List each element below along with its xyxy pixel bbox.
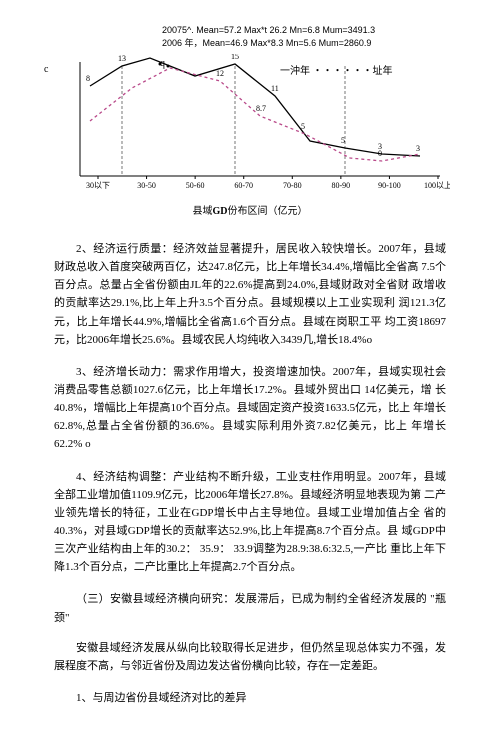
svg-text:5: 5 <box>341 136 345 145</box>
svg-text:5: 5 <box>301 122 305 131</box>
svg-text:15: 15 <box>146 54 154 55</box>
y-axis-label: c <box>44 64 48 75</box>
svg-text:30以下: 30以下 <box>86 181 110 190</box>
document-body: 2、经济运行质量：经济效益显著提升，居民收入较快增长。2007年，县域 财政总收… <box>54 240 446 707</box>
svg-text:0: 0 <box>378 149 382 158</box>
caption-prefix: 县域 <box>193 206 213 217</box>
paragraph-3: 3、经济增长动力：需求作用增大，投资增速加快。2007年，县域实现社会 消费品零… <box>54 363 446 454</box>
paragraph-6: 1、与周边省份县域经济对比的差异 <box>54 689 446 707</box>
svg-text:60-70: 60-70 <box>234 181 253 190</box>
chart-caption: 县域GD份布区间（亿元） <box>0 202 500 217</box>
svg-text:70-80: 70-80 <box>283 181 302 190</box>
svg-text:30-50: 30-50 <box>137 181 156 190</box>
caption-suffix: 份布区间（亿元） <box>228 206 308 217</box>
svg-text:12: 12 <box>216 69 224 78</box>
svg-text:13: 13 <box>118 54 126 63</box>
svg-text:8: 8 <box>86 74 90 83</box>
stats-line-2: 2006 年，Mean=46.9 Max*8.3 Mn=5.6 Mum=2860… <box>162 37 375 50</box>
section-heading-3: （三）安徽县域经济横向研究：发展滞后，已成为制约全省经济发展的 "瓶颈" <box>54 590 446 626</box>
svg-text:11: 11 <box>271 84 279 93</box>
distribution-chart: 30以下 30-50 50-60 60-70 70-80 80-90 90-100 100以上… <box>50 54 450 194</box>
svg-text:90-100: 90-100 <box>378 181 401 190</box>
svg-text:8.7: 8.7 <box>256 104 266 113</box>
q-point-label: q <box>160 58 165 69</box>
paragraph-2: 2、经济运行质量：经济效益显著提升，居民收入较快增长。2007年，县域 财政总收… <box>54 240 446 349</box>
svg-text:15: 15 <box>231 54 239 61</box>
caption-gd: GD <box>213 206 228 217</box>
stats-line-1: 20075^. Mean=57.2 Max*t 26.2 Mn=6.8 Mum=… <box>162 24 375 37</box>
svg-text:100以上: 100以上 <box>424 181 450 190</box>
paragraph-4: 4、经济结构调整：产业结构不断升级，工业支柱作用明显。2007年，县域 全部工业… <box>54 468 446 577</box>
svg-text:3: 3 <box>416 144 420 153</box>
svg-text:50-60: 50-60 <box>186 181 205 190</box>
stats-block: 20075^. Mean=57.2 Max*t 26.2 Mn=6.8 Mum=… <box>162 24 375 49</box>
paragraph-5: 安徽县域经济发展从纵向比较取得长足进步，但仍然呈现总体实力不强，发 展程度不高，… <box>54 639 446 675</box>
chart-svg: 30以下 30-50 50-60 60-70 70-80 80-90 90-100 100以上… <box>50 54 450 194</box>
svg-text:80-90: 80-90 <box>332 181 351 190</box>
